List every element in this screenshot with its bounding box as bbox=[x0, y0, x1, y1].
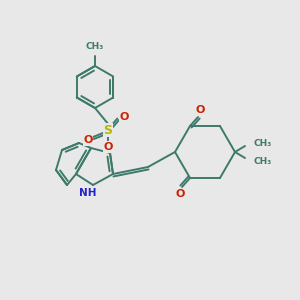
Text: S: S bbox=[103, 124, 112, 136]
Text: NH: NH bbox=[79, 188, 97, 198]
Text: CH₃: CH₃ bbox=[253, 157, 271, 166]
Text: CH₃: CH₃ bbox=[86, 42, 104, 51]
Text: O: O bbox=[83, 135, 93, 145]
Text: O: O bbox=[103, 142, 113, 152]
Text: CH₃: CH₃ bbox=[253, 139, 271, 148]
Text: O: O bbox=[119, 112, 129, 122]
Text: O: O bbox=[175, 189, 185, 199]
Text: O: O bbox=[195, 105, 205, 115]
